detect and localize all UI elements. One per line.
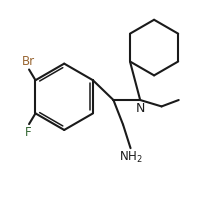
Text: Br: Br — [21, 55, 34, 68]
Text: N: N — [136, 102, 145, 115]
Text: NH$_2$: NH$_2$ — [119, 150, 143, 165]
Text: F: F — [25, 126, 31, 139]
